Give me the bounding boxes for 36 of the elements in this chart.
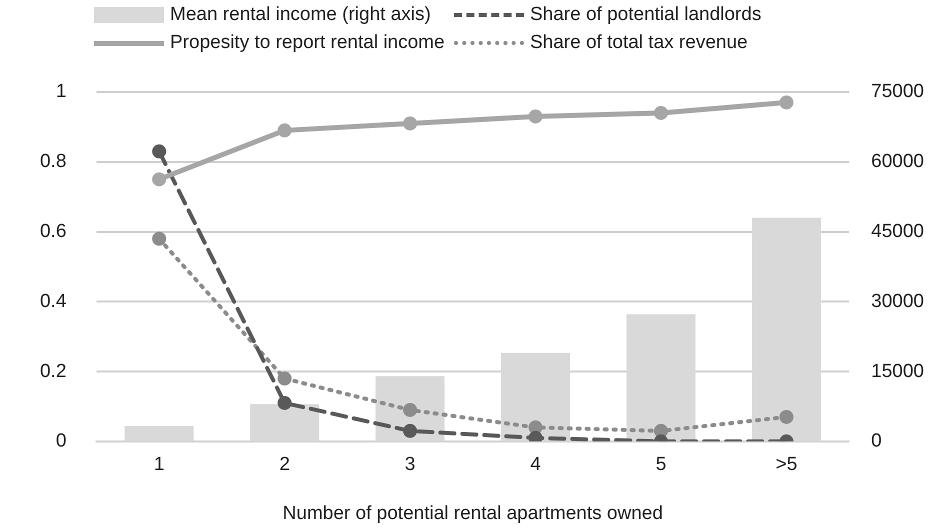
y-tick-label: 1 bbox=[56, 81, 66, 102]
y-tick-label: 0 bbox=[56, 430, 66, 452]
y2-tick-label: 15000 bbox=[871, 360, 924, 382]
x-tick-label: 4 bbox=[530, 454, 542, 476]
y-tick-label: 0.2 bbox=[40, 360, 66, 382]
x-tick-label: 2 bbox=[279, 454, 290, 476]
point bbox=[278, 396, 292, 410]
y-tick-label: 0.4 bbox=[40, 290, 67, 312]
point bbox=[152, 144, 166, 158]
point bbox=[403, 402, 418, 417]
legend-label: Share of total tax revenue bbox=[530, 32, 748, 54]
point bbox=[152, 232, 166, 246]
point bbox=[278, 372, 292, 386]
point bbox=[654, 106, 668, 120]
point bbox=[152, 172, 166, 186]
point bbox=[403, 116, 418, 130]
point bbox=[779, 410, 794, 424]
y2-tick-label: 0 bbox=[871, 430, 882, 452]
point bbox=[403, 424, 418, 438]
y2-tick-label: 75000 bbox=[871, 81, 924, 102]
x-tick-label: 3 bbox=[404, 454, 416, 476]
x-tick-label: 5 bbox=[656, 454, 666, 476]
y2-tick-label: 60000 bbox=[871, 151, 924, 172]
x-axis-title: Number of potential rental apartments owned bbox=[282, 502, 663, 524]
y2-tick-label: 45000 bbox=[871, 220, 924, 242]
y2-tick-label: 30000 bbox=[871, 290, 924, 312]
y-tick-label: 0.6 bbox=[40, 220, 66, 242]
point bbox=[278, 123, 292, 138]
y-tick-label: 0.8 bbox=[40, 151, 66, 172]
point bbox=[779, 95, 794, 110]
legend-label: Share of potential landlords bbox=[530, 4, 762, 26]
legend-label: Propesity to report rental income bbox=[170, 32, 445, 54]
point bbox=[528, 109, 543, 124]
x-tick-label: >5 bbox=[776, 454, 798, 476]
x-tick-label: 1 bbox=[154, 454, 164, 476]
legend-label: Mean rental income (right axis) bbox=[170, 4, 431, 26]
